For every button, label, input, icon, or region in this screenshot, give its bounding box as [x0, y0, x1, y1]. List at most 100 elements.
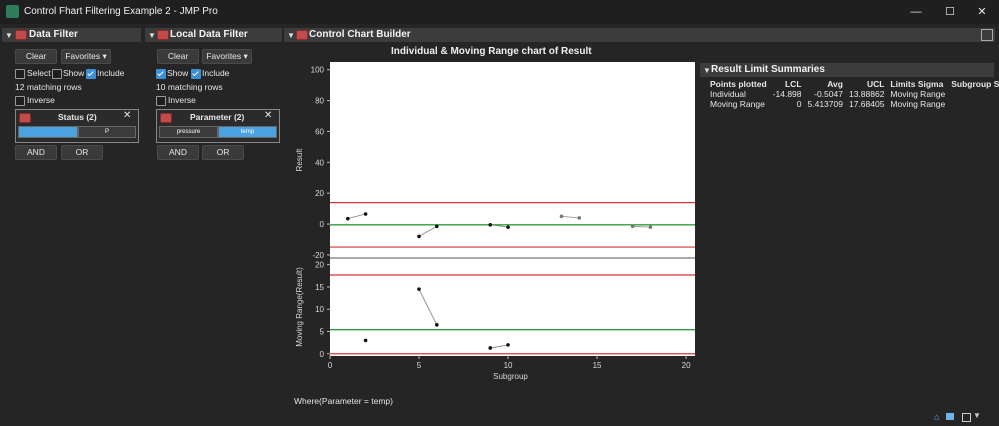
- inverse-label: Inverse: [27, 95, 55, 105]
- control-chart-builder-header[interactable]: ▼ Control Chart Builder: [284, 28, 995, 42]
- moving-range-series-line: [490, 344, 509, 349]
- individual-data-point: [506, 225, 510, 229]
- red-triangle-menu-icon[interactable]: [157, 30, 169, 40]
- individual-y-tick-label: -20: [312, 251, 324, 260]
- table-cell: Moving Range: [890, 99, 946, 109]
- include-checkbox[interactable]: [86, 69, 96, 79]
- collapse-triangle-icon[interactable]: ▼: [5, 31, 13, 40]
- local-filter-favorites-button[interactable]: Favorites ▾: [202, 49, 252, 64]
- maximize-panel-icon[interactable]: [981, 29, 993, 41]
- status-red-triangle-icon[interactable]: [19, 113, 31, 123]
- include-checkbox[interactable]: [191, 69, 201, 79]
- individual-data-point: [363, 212, 368, 216]
- local-filter-clear-button[interactable]: Clear: [157, 49, 199, 64]
- include-label: Include: [97, 68, 125, 78]
- table-cell: 5.413709: [807, 99, 843, 109]
- moving-range-data-point: [435, 323, 439, 327]
- individual-y-tick-label: 40: [315, 158, 324, 167]
- local-filter-title: Local Data Filter: [170, 29, 248, 40]
- window-title: Control Fhart Filtering Example 2 - JMP …: [24, 6, 218, 17]
- maximize-button[interactable]: ☐: [945, 6, 955, 18]
- individual-y-axis-label: Result: [295, 148, 304, 171]
- show-checkbox[interactable]: [52, 69, 62, 79]
- inverse-checkbox[interactable]: [156, 96, 166, 106]
- table-row: Individual -14.898 -0.5047 13.88862 Movi…: [707, 89, 999, 99]
- inverse-checkbox[interactable]: [15, 96, 25, 106]
- table-view-icon[interactable]: [946, 413, 954, 420]
- individual-data-point: [346, 216, 350, 221]
- collapse-triangle-icon[interactable]: ▼: [148, 31, 156, 40]
- data-filter-title: Data Filter: [29, 29, 78, 40]
- jmp-app-icon: [6, 5, 19, 18]
- individual-data-point: [435, 224, 439, 229]
- table-cell: 17.68405: [848, 99, 885, 109]
- moving-range-data-point: [363, 338, 368, 343]
- x-tick-label: 10: [504, 361, 513, 370]
- limit-summaries-header[interactable]: ▼ Result Limit Summaries: [700, 63, 994, 77]
- individual-series-line: [561, 215, 580, 219]
- status-filter-close-icon[interactable]: ✕: [123, 110, 132, 121]
- individual-series-line: [347, 213, 366, 220]
- data-filter-favorites-button[interactable]: Favorites ▾: [61, 49, 111, 64]
- chevron-down-icon[interactable]: ▼: [973, 411, 981, 420]
- show-checkbox[interactable]: [156, 69, 166, 79]
- col-header-lcl: LCL: [784, 79, 802, 89]
- status-segment-p[interactable]: P: [78, 126, 136, 138]
- status-segment-blank[interactable]: [18, 126, 78, 138]
- table-cell: Moving Range: [710, 99, 765, 109]
- local-filter-header[interactable]: ▼ Local Data Filter: [145, 28, 282, 42]
- individual-data-point: [417, 234, 421, 239]
- individual-y-tick-label: 0: [320, 220, 325, 229]
- data-filter-header[interactable]: ▼ Data Filter: [2, 28, 141, 42]
- table-cell: Moving Range: [890, 89, 946, 99]
- select-label: Select: [27, 68, 51, 78]
- limit-summaries-title: Result Limit Summaries: [711, 64, 825, 75]
- col-header-points: Points plotted: [710, 79, 767, 89]
- local-filter-and-button[interactable]: AND: [157, 145, 199, 160]
- individual-y-tick-label: 60: [315, 127, 324, 136]
- minimize-button[interactable]: —: [910, 6, 922, 18]
- individual-series-line: [632, 225, 651, 228]
- select-checkbox[interactable]: [15, 69, 25, 79]
- collapse-triangle-icon[interactable]: ▼: [287, 31, 295, 40]
- table-row: Moving Range 0 5.413709 17.68405 Moving …: [707, 99, 999, 109]
- local-filter-or-button[interactable]: OR: [202, 145, 244, 160]
- data-filter-and-button[interactable]: AND: [15, 145, 57, 160]
- parameter-segment-pressure[interactable]: pressure: [159, 126, 218, 138]
- col-header-subgroup-size: Subgroup Size: [951, 79, 999, 89]
- moving-range-data-point: [417, 287, 421, 291]
- parameter-segment-temp[interactable]: temp: [218, 126, 277, 138]
- moving-range-y-tick-label: 20: [315, 261, 324, 270]
- collapse-triangle-icon[interactable]: ▼: [703, 66, 711, 75]
- individual-y-tick-label: 100: [311, 66, 325, 75]
- x-axis-label: Subgroup: [493, 372, 528, 381]
- window-list-icon[interactable]: [962, 413, 971, 422]
- chart-title: Individual & Moving Range chart of Resul…: [391, 46, 592, 57]
- table-cell: 1: [948, 89, 999, 99]
- inverse-label: Inverse: [168, 95, 196, 105]
- individual-data-point: [577, 216, 582, 220]
- x-tick-label: 20: [682, 361, 691, 370]
- individual-data-point: [630, 224, 635, 229]
- x-tick-label: 5: [417, 361, 422, 370]
- parameter-filter-group: Parameter (2) ✕ pressure temp: [156, 109, 280, 143]
- moving-range-y-tick-label: 10: [315, 305, 324, 314]
- individual-data-point: [648, 225, 653, 229]
- parameter-red-triangle-icon[interactable]: [160, 113, 172, 123]
- matching-rows-count: 10 matching rows: [156, 82, 223, 92]
- close-button[interactable]: ✕: [977, 6, 987, 18]
- data-filter-or-button[interactable]: OR: [61, 145, 103, 160]
- x-tick-label: 15: [593, 361, 602, 370]
- individual-y-tick-label: 80: [315, 97, 324, 106]
- parameter-filter-close-icon[interactable]: ✕: [264, 110, 273, 121]
- show-label: Show: [63, 68, 85, 78]
- status-filter-title: Status (2): [58, 112, 97, 122]
- red-triangle-menu-icon[interactable]: [296, 30, 308, 40]
- moving-range-y-axis-label: Moving Range(Result): [295, 267, 304, 347]
- col-header-limits-sigma: Limits Sigma: [890, 79, 944, 89]
- status-filter-group: Status (2) ✕ P: [15, 109, 139, 143]
- data-filter-clear-button[interactable]: Clear: [15, 49, 57, 64]
- home-icon[interactable]: ⌂: [934, 412, 940, 422]
- red-triangle-menu-icon[interactable]: [15, 30, 27, 40]
